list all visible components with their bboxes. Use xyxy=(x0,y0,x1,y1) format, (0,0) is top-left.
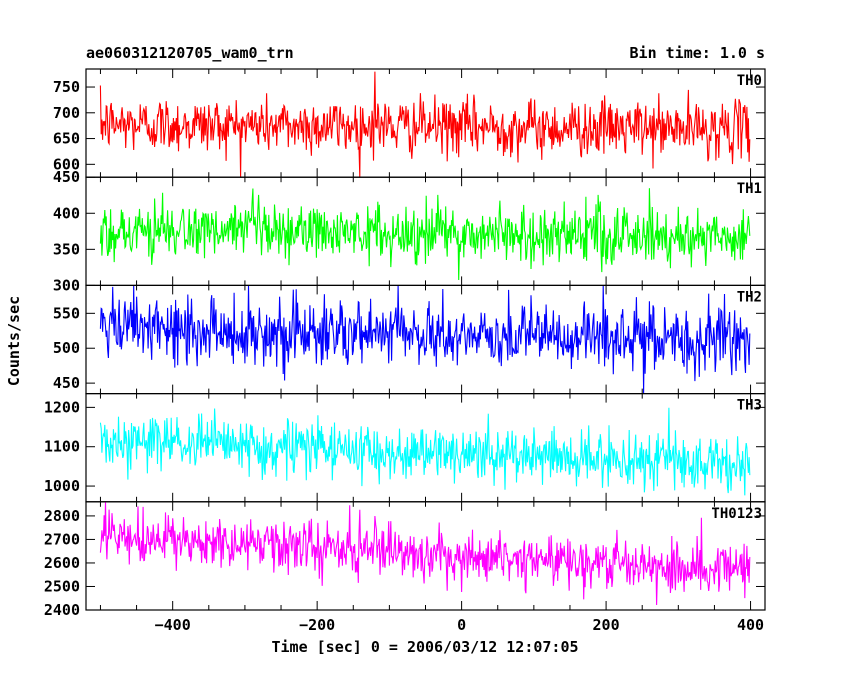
panel-label-th2: TH2 xyxy=(737,289,762,305)
y-tick-label: 750 xyxy=(53,78,80,96)
x-tick-label: 200 xyxy=(593,616,620,634)
y-tick-label: 550 xyxy=(53,304,80,322)
y-tick-label: 2800 xyxy=(44,507,80,525)
y-tick-label: 2700 xyxy=(44,530,80,548)
y-tick-label: 2500 xyxy=(44,577,80,595)
panel-label-th1: TH1 xyxy=(737,181,762,197)
x-tick-label: 400 xyxy=(737,616,764,634)
panel-label-th0123: TH0123 xyxy=(711,506,762,522)
y-tick-label: 450 xyxy=(53,374,80,392)
x-axis-label: Time [sec] 0 = 2006/03/12 12:07:05 xyxy=(271,638,579,656)
y-axis-label: Counts/sec xyxy=(5,295,23,387)
x-tick-label: −400 xyxy=(155,616,191,634)
y-tick-label: 450 xyxy=(53,168,80,186)
series-line-th1 xyxy=(99,188,751,281)
x-tick-label: 0 xyxy=(457,616,466,634)
panel-label-th0: TH0 xyxy=(737,73,762,89)
y-tick-label: 2400 xyxy=(44,601,80,619)
chart-title: ae060312120705_wam0_trn xyxy=(86,44,294,62)
series-line-th0123 xyxy=(99,501,751,606)
panel-frame-th0123 xyxy=(85,501,766,611)
y-tick-label: 500 xyxy=(53,339,80,357)
series-line-th2 xyxy=(99,285,751,394)
y-tick-label: 400 xyxy=(53,204,80,222)
y-tick-label: 350 xyxy=(53,240,80,258)
series-line-th0 xyxy=(99,71,751,178)
panel-label-th3: TH3 xyxy=(737,398,762,414)
y-tick-label: 1100 xyxy=(44,438,80,456)
y-tick-label: 1200 xyxy=(44,398,80,416)
x-tick-label: −200 xyxy=(299,616,335,634)
y-tick-label: 1000 xyxy=(44,477,80,495)
bin-time-label: Bin time: 1.0 s xyxy=(629,44,765,62)
y-tick-label: 300 xyxy=(53,276,80,294)
y-tick-label: 700 xyxy=(53,104,80,122)
series-line-th3 xyxy=(99,407,751,496)
y-tick-label: 600 xyxy=(53,155,80,173)
y-tick-label: 2600 xyxy=(44,554,80,572)
y-tick-label: 650 xyxy=(53,130,80,148)
